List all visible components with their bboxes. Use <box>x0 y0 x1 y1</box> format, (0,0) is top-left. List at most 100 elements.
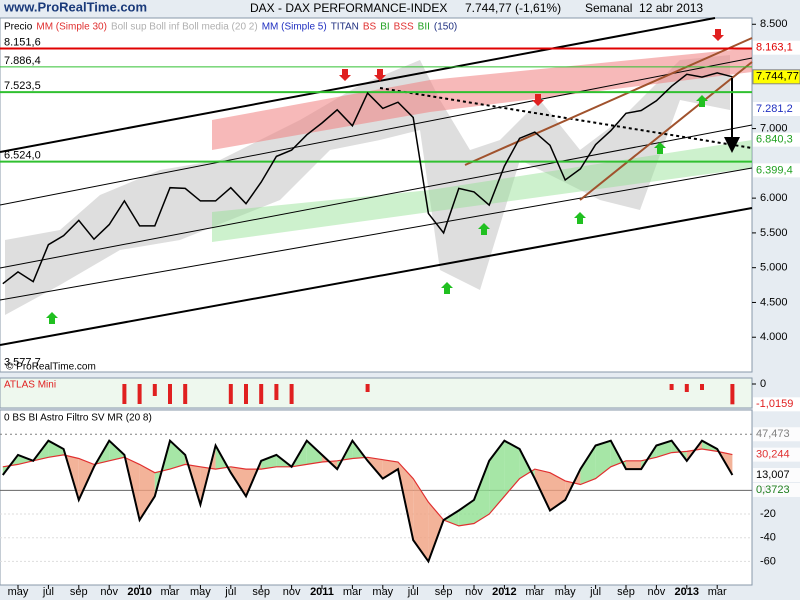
y-tick-label: 0 <box>760 378 766 390</box>
last-value-label: 30,244 <box>756 449 790 461</box>
trend-line <box>379 87 753 149</box>
osc-fill <box>170 440 186 470</box>
last-value-box <box>753 427 800 442</box>
x-tick-label: may <box>555 586 576 598</box>
osc-fill <box>306 440 322 465</box>
y-tick-label: 4.000 <box>760 331 788 343</box>
atlas-bar <box>730 384 735 405</box>
y-tick-label: 5.500 <box>760 227 788 239</box>
osc-fill <box>489 440 505 515</box>
osc-fill <box>458 499 474 526</box>
indicator-decoration <box>0 17 753 346</box>
trend-line <box>579 61 753 201</box>
last-value-box <box>753 468 800 483</box>
osc-line <box>2 438 734 564</box>
panel-title: ATLAS Mini <box>4 380 56 391</box>
osc-fill <box>109 440 125 461</box>
x-tick-label: may <box>8 586 29 598</box>
atlas-bar <box>168 384 172 404</box>
y-tick-label: -60 <box>760 555 776 567</box>
level-label: 7.886,4 <box>4 55 41 67</box>
atlas-bar <box>700 384 704 390</box>
osc-fill <box>428 502 444 562</box>
osc-fill <box>413 478 429 562</box>
legend-entry: BII <box>418 22 430 33</box>
resistance-band <box>212 48 752 150</box>
y-tick-label: 8.500 <box>760 18 788 30</box>
period-text: Semanal 12 abr 2013 <box>585 1 703 15</box>
last-value-box <box>753 40 800 55</box>
trend-line <box>464 37 753 166</box>
atlas-bar <box>669 384 674 390</box>
x-tick-label: 2011 <box>310 586 334 598</box>
level-label: 7.523,5 <box>4 80 41 92</box>
level-label: 6.524,0 <box>4 150 41 162</box>
atlas-bar <box>259 384 264 404</box>
y-tick-label: -40 <box>760 532 776 544</box>
x-tick-label: jul <box>407 586 419 598</box>
osc-fill <box>261 454 277 470</box>
osc-fill <box>534 469 550 511</box>
last-value-label: 6.840,3 <box>756 134 793 146</box>
channel-line <box>0 57 753 206</box>
panel-title: 0 BS BI Astro Filtro SV MR (20 8) <box>4 413 152 424</box>
osc-fill <box>580 445 596 485</box>
support-band <box>212 140 752 242</box>
atlas-bar <box>137 384 142 404</box>
channel-line <box>0 207 753 346</box>
x-tick-label: jul <box>42 586 54 598</box>
last-value-box <box>753 163 800 178</box>
last-value-label: 7.744,77 <box>756 71 799 83</box>
atlas-bar <box>183 384 188 404</box>
channel-line <box>0 124 753 269</box>
x-tick-label: nov <box>648 586 666 598</box>
osc-fill <box>48 440 64 458</box>
legend-entry: Boll sup Boll inf Boll media (20 2) <box>111 22 258 33</box>
x-tick-label: nov <box>283 586 301 598</box>
osc-fill <box>474 460 490 524</box>
last-value-label: -1,0159 <box>756 398 793 410</box>
osc-fill <box>382 459 398 479</box>
x-tick-label: mar <box>161 586 180 598</box>
osc-fill <box>139 464 155 520</box>
x-tick-label: 2013 <box>675 586 699 598</box>
x-tick-label: 2010 <box>127 586 151 598</box>
osc-fill <box>626 460 642 470</box>
price-text: 7.744,77 (-1,61%) <box>465 1 561 15</box>
osc-fill <box>550 472 566 511</box>
bollinger-band <box>5 55 730 315</box>
legend-entry: Precio <box>4 22 33 33</box>
legend-entry: BI <box>380 22 389 33</box>
atlas-bar <box>152 384 157 396</box>
title: DAX - DAX PERFORMANCE-INDEX <box>250 1 447 15</box>
legend-entry: MM (Simple 5) <box>262 22 327 33</box>
osc-fill <box>124 454 140 520</box>
legend-entry: MM (Simple 30) <box>36 22 107 33</box>
x-tick-label: may <box>372 586 393 598</box>
legend-entry: BSS <box>394 22 414 33</box>
level-label: 3.577,7 <box>4 357 41 369</box>
x-tick-label: jul <box>224 586 236 598</box>
y-tick-label: 4.500 <box>760 296 788 308</box>
oscillator-panel <box>0 409 753 586</box>
atlas-bar <box>122 384 127 404</box>
x-tick-label: mar <box>525 586 544 598</box>
last-value-box <box>753 132 800 147</box>
atlas-bar <box>274 384 279 400</box>
atlas-bar <box>289 384 294 404</box>
x-tick-label: sep <box>70 586 88 598</box>
last-value-label: 8.163,1 <box>756 42 793 54</box>
last-value-box <box>753 397 800 412</box>
x-tick-label: 2012 <box>492 586 516 598</box>
last-value-label: 0,3723 <box>756 484 790 496</box>
level-label: 8.151,6 <box>4 36 41 48</box>
x-tick-label: nov <box>100 586 118 598</box>
channel-line <box>0 167 753 301</box>
osc-fill <box>154 440 170 497</box>
x-tick-label: may <box>190 586 211 598</box>
x-tick-label: nov <box>465 586 483 598</box>
y-tick-label: 7.000 <box>760 122 788 134</box>
last-value-label: 47,473 <box>756 428 790 440</box>
